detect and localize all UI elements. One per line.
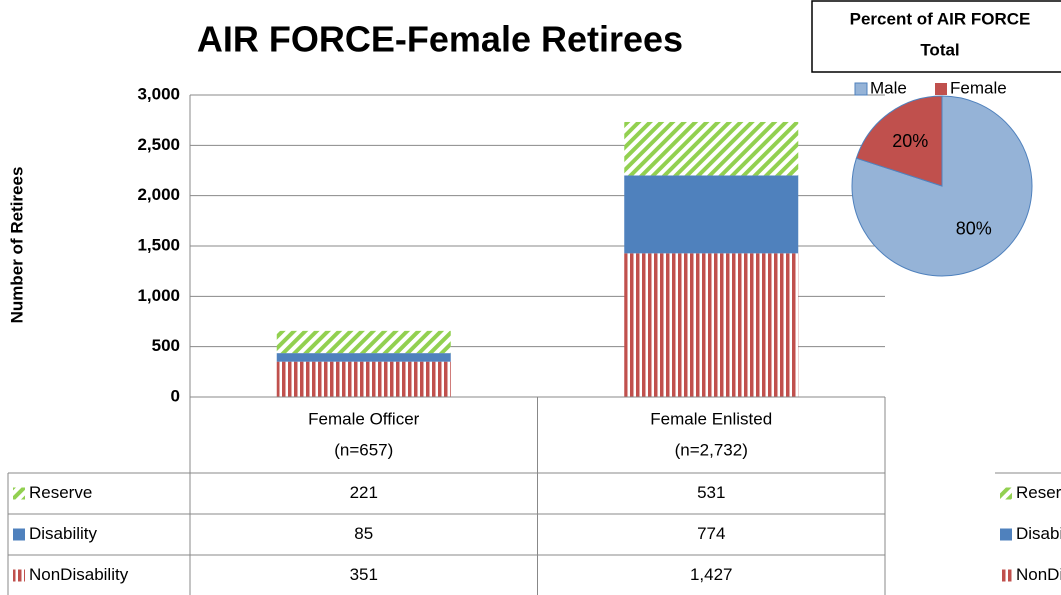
legend-label: Disability xyxy=(1016,524,1061,543)
category-label: Female Enlisted xyxy=(650,409,772,428)
y-tick-label: 1,500 xyxy=(137,235,180,254)
y-tick-label: 2,000 xyxy=(137,185,180,204)
table-value: 1,427 xyxy=(690,565,733,584)
pie-label: 80% xyxy=(956,218,992,238)
legend-label: NonDisability xyxy=(1016,565,1061,584)
pie-legend-swatch xyxy=(935,83,947,95)
legend-swatch xyxy=(1000,487,1012,500)
chart-title: AIR FORCE-Female Retirees xyxy=(197,19,683,60)
bar-segment xyxy=(276,353,451,362)
legend-swatch xyxy=(13,569,25,582)
table-value: 351 xyxy=(350,565,378,584)
y-tick-label: 1,000 xyxy=(137,286,180,305)
pie-legend-swatch xyxy=(854,82,868,96)
table-value: 774 xyxy=(697,524,725,543)
bar-segment xyxy=(624,121,799,176)
y-axis-label: Number of Retirees xyxy=(7,167,26,324)
pie-slice xyxy=(855,95,943,187)
table-value: 221 xyxy=(350,483,378,502)
y-tick-label: 2,500 xyxy=(137,135,180,154)
legend-label: Reserve xyxy=(29,483,92,502)
bar-segment xyxy=(276,330,451,354)
pie-label: 20% xyxy=(892,131,928,151)
y-tick-label: 3,000 xyxy=(137,84,180,103)
legend-swatch xyxy=(13,528,25,541)
category-label: Female Officer xyxy=(308,409,420,428)
legend-swatch xyxy=(1000,528,1012,541)
legend-label: Reserve xyxy=(1016,483,1061,502)
bar-segment xyxy=(624,253,799,397)
y-tick-label: 500 xyxy=(152,336,180,355)
table-value: 531 xyxy=(697,483,725,502)
y-tick-label: 0 xyxy=(171,386,180,405)
category-note: (n=657) xyxy=(334,440,393,459)
bar-segment xyxy=(624,175,799,254)
inset-title: Total xyxy=(920,40,959,59)
category-note: (n=2,732) xyxy=(675,440,748,459)
legend-swatch xyxy=(13,487,25,500)
inset-title: Percent of AIR FORCE xyxy=(850,9,1031,28)
pie-legend-label: Male xyxy=(870,78,907,97)
legend-swatch xyxy=(1000,569,1012,582)
pie-legend-label: Female xyxy=(950,78,1007,97)
inset-title-box xyxy=(811,0,1061,73)
legend-label: Disability xyxy=(29,524,98,543)
legend-label: NonDisability xyxy=(29,565,129,584)
bar-segment xyxy=(276,361,451,397)
table-value: 85 xyxy=(354,524,373,543)
